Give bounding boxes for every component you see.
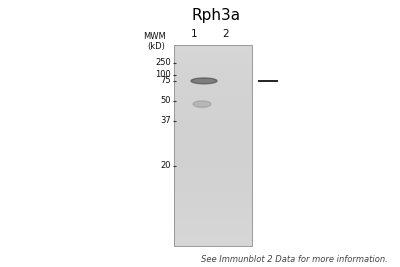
Bar	[174, 179, 252, 182]
Bar	[174, 209, 252, 212]
Bar	[174, 132, 252, 136]
Bar	[174, 128, 252, 132]
Bar	[174, 242, 252, 246]
Text: 1: 1	[191, 29, 197, 39]
Bar	[174, 68, 252, 72]
Text: 20: 20	[161, 161, 171, 170]
Bar	[174, 135, 252, 139]
Bar	[174, 148, 252, 152]
Bar	[174, 119, 252, 122]
Bar	[174, 212, 252, 216]
Bar	[174, 145, 252, 149]
Bar	[174, 155, 252, 159]
Text: 75: 75	[160, 76, 171, 85]
Bar	[174, 92, 252, 96]
Bar	[174, 225, 252, 229]
Bar	[174, 49, 252, 52]
Text: 2: 2	[223, 29, 229, 39]
Text: Rph3a: Rph3a	[192, 8, 240, 23]
Bar	[174, 215, 252, 219]
Text: (kD): (kD)	[147, 42, 165, 51]
Text: 100: 100	[156, 70, 171, 79]
Bar	[174, 195, 252, 199]
Bar	[174, 165, 252, 169]
Text: MWM: MWM	[143, 32, 165, 41]
Ellipse shape	[191, 78, 217, 84]
Bar	[174, 112, 252, 115]
Bar	[174, 88, 252, 92]
Bar	[174, 82, 252, 85]
Bar	[174, 159, 252, 162]
Bar	[174, 105, 252, 109]
Bar	[174, 142, 252, 146]
Bar	[174, 52, 252, 56]
Bar	[174, 139, 252, 142]
Bar	[174, 125, 252, 129]
Bar	[174, 62, 252, 65]
Bar	[174, 55, 252, 59]
Bar	[174, 72, 252, 75]
Bar	[174, 175, 252, 179]
Text: See Immunblot 2 Data for more information.: See Immunblot 2 Data for more informatio…	[201, 255, 388, 264]
Bar	[174, 162, 252, 166]
Bar	[174, 115, 252, 119]
Text: 37: 37	[160, 116, 171, 125]
Bar	[174, 95, 252, 99]
Bar	[174, 45, 252, 246]
Text: 50: 50	[161, 96, 171, 105]
Bar	[174, 109, 252, 112]
Bar	[174, 189, 252, 192]
Bar	[174, 235, 252, 239]
Bar	[174, 152, 252, 155]
Text: 250: 250	[156, 58, 171, 67]
Bar	[174, 122, 252, 125]
Bar	[174, 202, 252, 206]
Bar	[174, 229, 252, 232]
Bar	[174, 102, 252, 105]
Bar	[174, 45, 252, 49]
Bar	[174, 185, 252, 189]
Bar	[174, 65, 252, 69]
Bar	[174, 205, 252, 209]
Bar	[174, 199, 252, 202]
Bar	[174, 222, 252, 226]
Bar	[174, 58, 252, 62]
Bar	[174, 239, 252, 242]
Bar	[174, 169, 252, 172]
Bar	[174, 192, 252, 195]
Bar	[174, 75, 252, 79]
Bar	[174, 99, 252, 102]
Bar	[174, 172, 252, 176]
Bar	[174, 85, 252, 89]
Bar	[174, 219, 252, 222]
Bar	[174, 232, 252, 235]
Bar	[174, 182, 252, 186]
Bar	[174, 78, 252, 82]
Ellipse shape	[193, 101, 211, 107]
